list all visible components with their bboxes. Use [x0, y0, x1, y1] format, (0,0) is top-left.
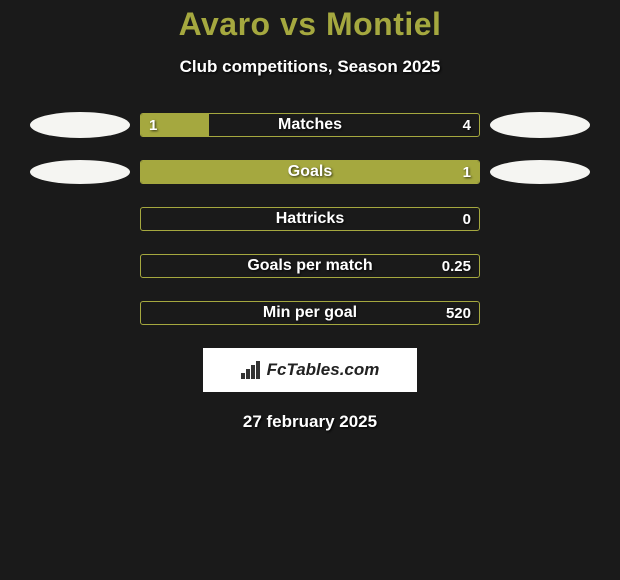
- stat-label: Min per goal: [141, 302, 479, 324]
- stat-bar-matches: 1 Matches 4: [140, 113, 480, 137]
- stat-label: Goals: [141, 161, 479, 183]
- logo-box: FcTables.com: [203, 348, 417, 392]
- barchart-icon: [241, 361, 263, 379]
- player-right-avatar: [490, 160, 590, 184]
- stat-bar-goals: Goals 1: [140, 160, 480, 184]
- stat-label: Matches: [141, 114, 479, 136]
- player-right-avatar: [490, 112, 590, 138]
- date-label: 27 february 2025: [0, 412, 620, 432]
- fctables-logo: FcTables.com: [241, 360, 380, 380]
- player-left-avatar: [30, 112, 130, 138]
- stat-value-right: 0.25: [442, 255, 471, 277]
- stat-bar-hattricks: Hattricks 0: [140, 207, 480, 231]
- stat-row: Goals per match 0.25: [0, 254, 620, 278]
- subtitle: Club competitions, Season 2025: [0, 57, 620, 77]
- stat-row: Hattricks 0: [0, 207, 620, 231]
- stat-row: Min per goal 520: [0, 301, 620, 325]
- stat-value-right: 4: [463, 114, 471, 136]
- stat-label: Goals per match: [141, 255, 479, 277]
- stats-board: 1 Matches 4 Goals 1 Hattricks 0: [0, 113, 620, 325]
- stat-row: 1 Matches 4: [0, 113, 620, 137]
- player-left-avatar: [30, 160, 130, 184]
- stat-bar-gpm: Goals per match 0.25: [140, 254, 480, 278]
- stat-value-right: 520: [446, 302, 471, 324]
- stat-value-right: 1: [463, 161, 471, 183]
- page-title: Avaro vs Montiel: [0, 6, 620, 43]
- stat-row: Goals 1: [0, 160, 620, 184]
- stat-bar-mpg: Min per goal 520: [140, 301, 480, 325]
- logo-text: FcTables.com: [267, 360, 380, 380]
- stat-value-right: 0: [463, 208, 471, 230]
- stat-label: Hattricks: [141, 208, 479, 230]
